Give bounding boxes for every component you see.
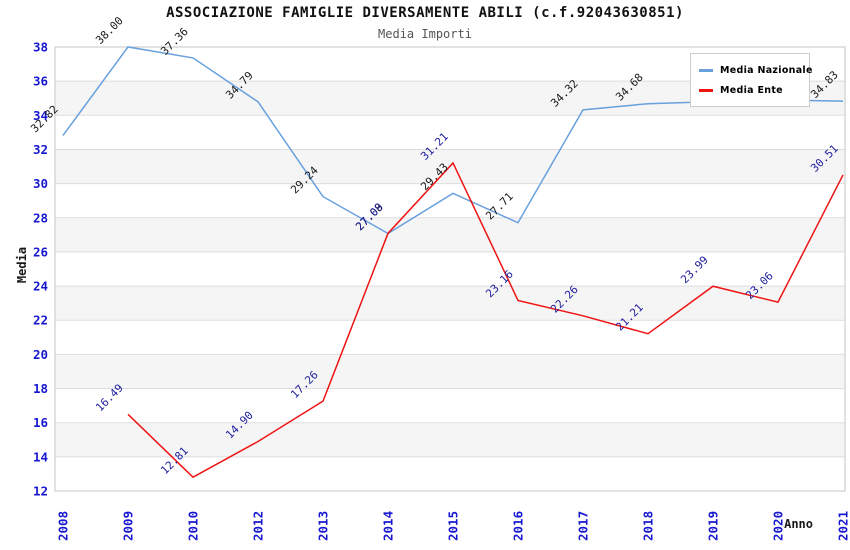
data-label: 23.99	[678, 253, 711, 286]
x-tick-label: 2010	[186, 511, 201, 541]
data-label: 37.36	[158, 25, 191, 58]
grid-band	[55, 217, 845, 252]
x-tick-label: 2020	[771, 511, 786, 541]
y-tick-label: 34	[33, 108, 48, 123]
legend-label: Media Nazionale	[720, 64, 813, 76]
y-tick-label: 30	[33, 176, 48, 191]
y-tick-label: 18	[33, 381, 48, 396]
x-tick-label: 2016	[511, 511, 526, 541]
chart-title: ASSOCIAZIONE FAMIGLIE DIVERSAMENTE ABILI…	[166, 5, 684, 21]
x-tick-label: 2019	[706, 511, 721, 541]
x-tick-label: 2017	[576, 511, 591, 541]
x-tick-label: 2008	[56, 511, 71, 541]
data-label: 38.00	[93, 14, 126, 47]
y-tick-label: 24	[33, 279, 48, 294]
chart-subtitle: Media Importi	[378, 27, 472, 41]
x-tick-label: 2012	[251, 511, 266, 541]
grid-band	[55, 354, 845, 389]
legend-item-media-nazionale[interactable]: Media Nazionale	[699, 60, 812, 80]
y-axis-title: Media	[15, 247, 29, 283]
grid-band	[55, 422, 845, 457]
y-tick-label: 36	[33, 74, 48, 89]
legend: Media Nazionale Media Ente	[690, 53, 812, 107]
x-tick-label: 2018	[641, 511, 656, 541]
x-tick-label: 2015	[446, 511, 461, 541]
x-tick-label: 2013	[316, 511, 331, 541]
series-line-media-ente[interactable]	[127, 161, 844, 479]
x-tick-label: 2021	[836, 511, 850, 541]
y-tick-label: 16	[33, 415, 48, 430]
y-tick-label: 12	[33, 484, 48, 499]
x-tick-label: 2009	[121, 511, 136, 541]
grid-band	[55, 286, 845, 321]
y-tick-label: 32	[33, 142, 48, 157]
y-tick-label: 28	[33, 210, 48, 225]
y-tick-label: 38	[33, 40, 48, 55]
media-ente-line-icon	[699, 88, 713, 92]
y-tick-label: 20	[33, 347, 48, 362]
y-tick-label: 26	[33, 244, 48, 259]
x-axis-title: Anno	[784, 517, 813, 531]
x-tick-label: 2014	[381, 511, 396, 541]
legend-item-media-ente[interactable]: Media Ente	[699, 80, 809, 100]
y-tick-label: 14	[33, 449, 48, 464]
legend-label: Media Ente	[720, 84, 783, 96]
media-nazionale-line-icon	[699, 68, 713, 72]
plot-border	[54, 46, 846, 492]
y-tick-label: 22	[33, 313, 48, 328]
